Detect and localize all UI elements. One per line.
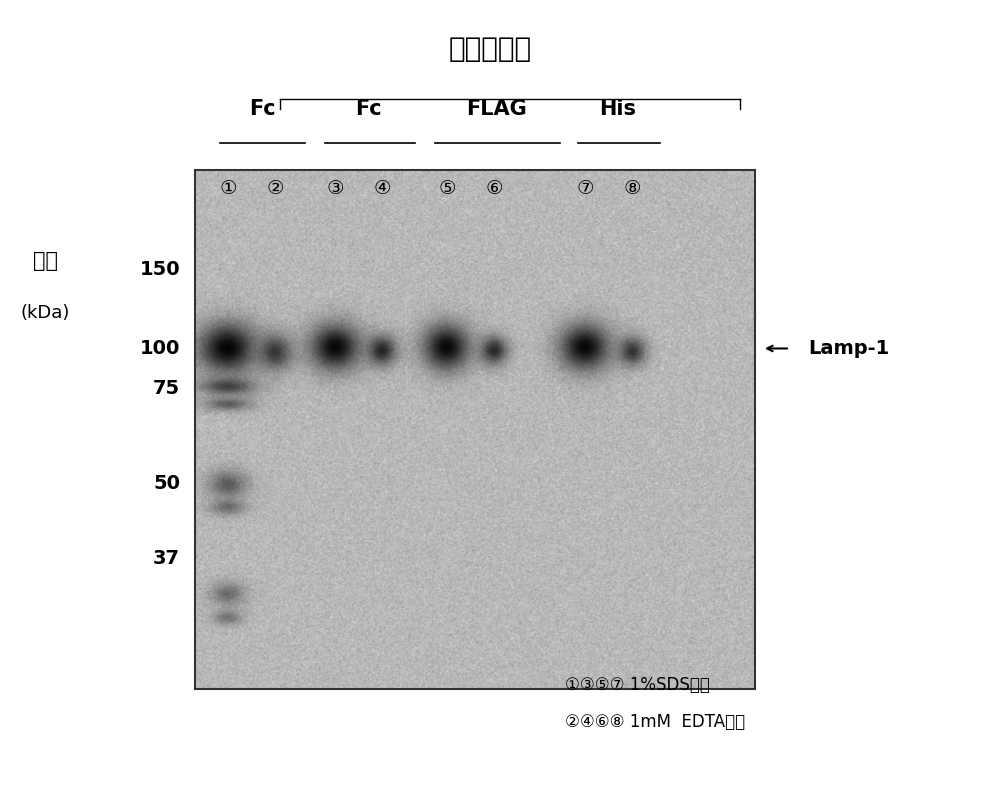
Bar bbox=[195, 170, 755, 689]
Text: 150: 150 bbox=[139, 260, 180, 279]
Text: ①: ① bbox=[219, 179, 237, 198]
Text: 标记: 标记 bbox=[32, 251, 58, 272]
Text: 痵基生物素: 痵基生物素 bbox=[448, 35, 532, 63]
Text: His: His bbox=[600, 99, 637, 119]
Text: 37: 37 bbox=[153, 549, 180, 568]
Text: (kDa): (kDa) bbox=[20, 304, 70, 322]
Text: 50: 50 bbox=[153, 474, 180, 493]
Text: ⑧: ⑧ bbox=[623, 179, 641, 198]
Text: ⑦: ⑦ bbox=[576, 179, 594, 198]
Text: 75: 75 bbox=[153, 379, 180, 398]
Text: Fc: Fc bbox=[249, 99, 275, 119]
Text: Lamp-1: Lamp-1 bbox=[808, 339, 889, 358]
Text: ②④⑥⑧ 1mM  EDTA溶出: ②④⑥⑧ 1mM EDTA溶出 bbox=[565, 714, 745, 731]
Text: ②: ② bbox=[266, 179, 284, 198]
Text: ⑤: ⑤ bbox=[438, 179, 456, 198]
Text: ⑥: ⑥ bbox=[485, 179, 503, 198]
Text: 100: 100 bbox=[140, 339, 180, 358]
Text: Fc: Fc bbox=[355, 99, 381, 119]
Text: ③: ③ bbox=[326, 179, 344, 198]
Text: ①③⑤⑦ 1%SDS溶出: ①③⑤⑦ 1%SDS溶出 bbox=[565, 676, 710, 694]
Text: FLAG: FLAG bbox=[466, 99, 526, 119]
Text: ④: ④ bbox=[373, 179, 391, 198]
